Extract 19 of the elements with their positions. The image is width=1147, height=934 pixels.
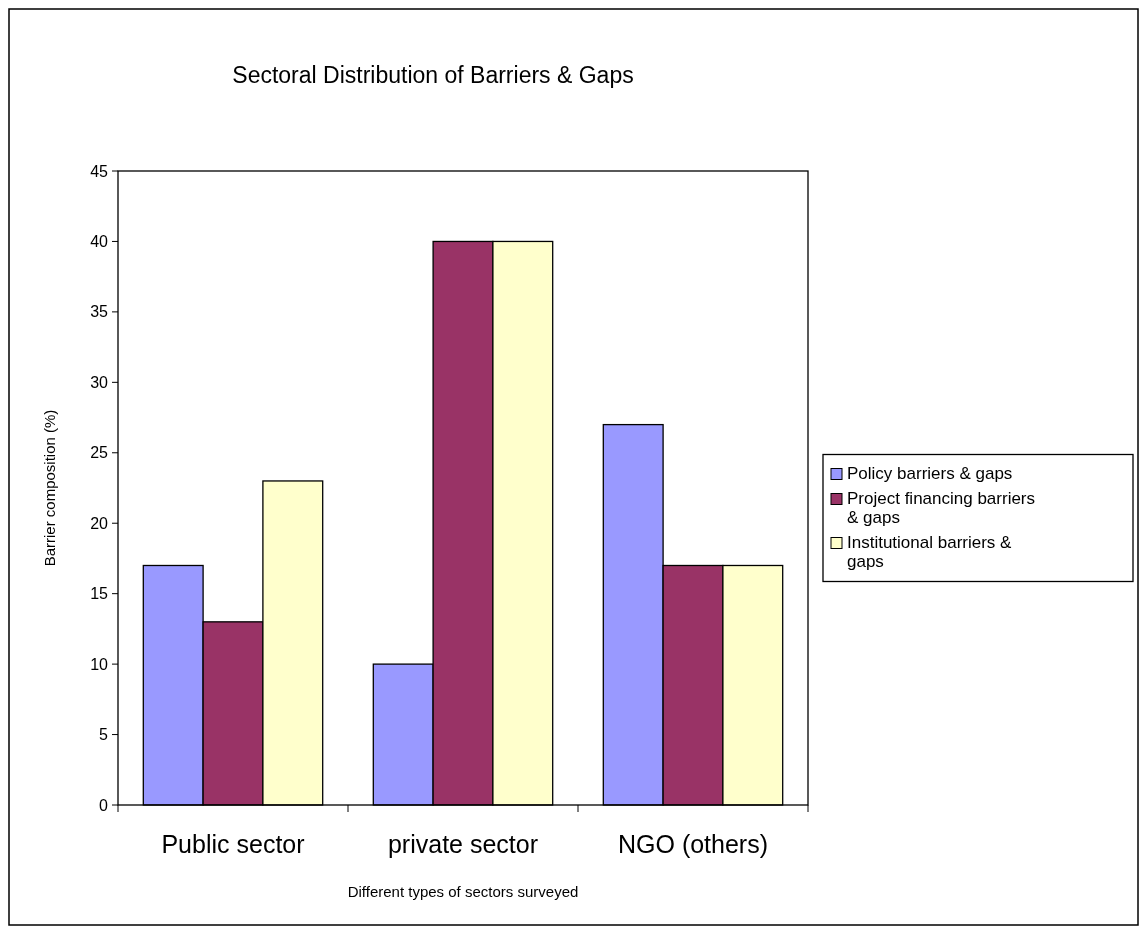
y-tick-label: 30 xyxy=(90,373,109,391)
x-tick-label: Public sector xyxy=(161,830,305,858)
y-tick-label: 15 xyxy=(90,585,109,603)
chart-title: Sectoral Distribution of Barriers & Gaps xyxy=(232,62,634,88)
y-axis-title: Barrier composition (%) xyxy=(41,409,58,567)
y-tick-label: 45 xyxy=(90,162,109,180)
y-tick-label: 25 xyxy=(90,444,109,462)
y-tick-label: 35 xyxy=(90,303,109,321)
x-tick-label: private sector xyxy=(387,830,539,858)
legend-label: Policy barriers & gaps xyxy=(847,463,1013,483)
x-axis-title: Different types of sectors surveyed xyxy=(347,883,579,900)
x-tick-label: NGO (others) xyxy=(617,830,769,858)
legend-label: Institutional barriers & gaps xyxy=(847,532,1013,571)
y-tick-label: 5 xyxy=(99,726,109,744)
y-tick-label: 0 xyxy=(99,796,109,814)
y-tick-label: 20 xyxy=(90,514,109,532)
y-tick-label: 10 xyxy=(90,655,109,673)
y-tick-label: 40 xyxy=(90,233,109,251)
legend-label: Project financing barriers & gaps xyxy=(847,488,1036,527)
